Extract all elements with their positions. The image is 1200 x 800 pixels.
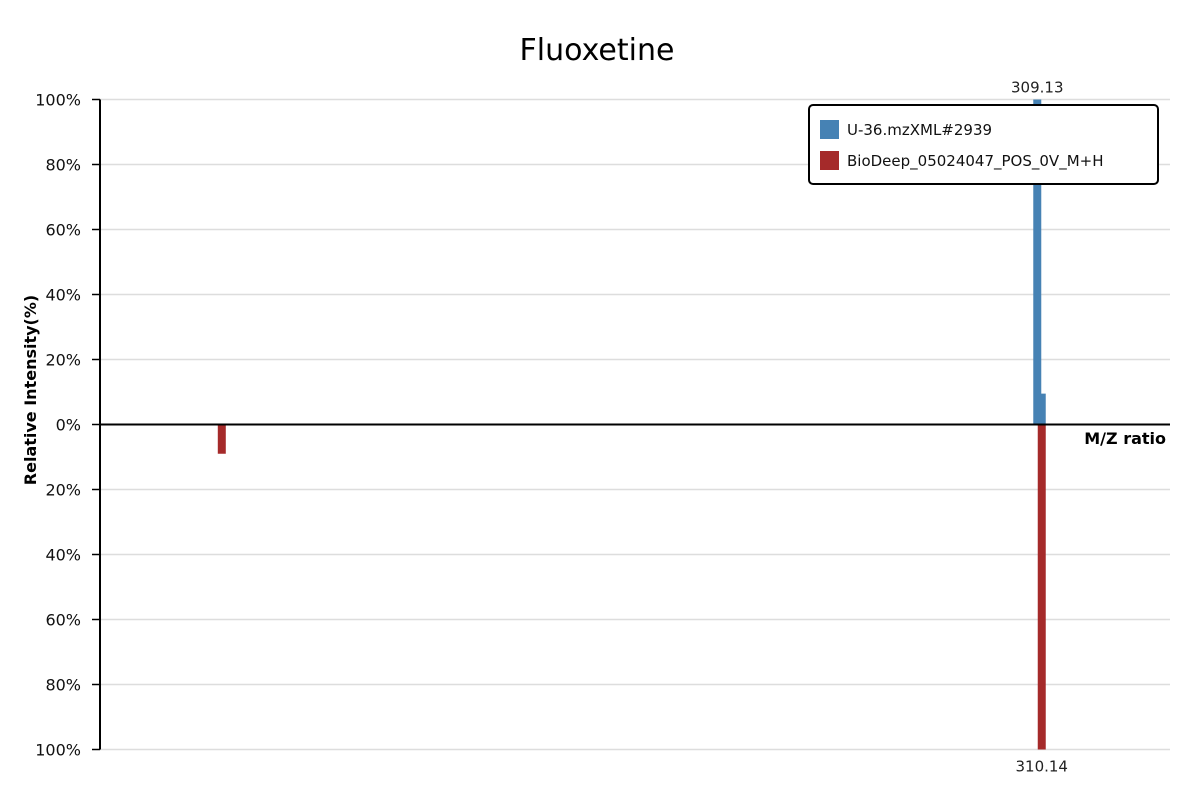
peak-bar — [1037, 424, 1046, 750]
peak-labels: 309.13 310.14 — [1011, 79, 1068, 776]
y-tick-label: 80% — [45, 676, 81, 695]
y-tick-label: 20% — [45, 481, 81, 500]
y-tick-label: 100% — [35, 741, 81, 760]
y-tick-label: 40% — [45, 286, 81, 305]
legend: U-36.mzXML#2939 BioDeep_05024047_POS_0V_M… — [808, 104, 1159, 185]
y-tick-label: 80% — [45, 156, 81, 175]
peak-bars — [217, 99, 1046, 750]
peak-bar — [1033, 99, 1042, 425]
peak-bar — [217, 424, 226, 454]
y-tick-label: 100% — [35, 91, 81, 110]
legend-entry: BioDeep_05024047_POS_0V_M+H — [847, 152, 1103, 171]
y-tick-labels: 100% 80% 60% 40% 20% 0% 20% 40% 60% 80% 100% — [35, 91, 100, 760]
y-axis-label: Relative Intensity(%) — [21, 295, 40, 485]
grid-lines — [100, 98, 1170, 751]
y-tick-label: 60% — [45, 221, 81, 240]
peak-label: 309.13 — [1011, 79, 1064, 97]
legend-entry: U-36.mzXML#2939 — [847, 121, 992, 139]
y-tick-label: 40% — [45, 546, 81, 565]
chart-title: Fluoxetine — [520, 33, 675, 68]
legend-swatch — [820, 151, 839, 170]
peak-label: 310.14 — [1015, 758, 1068, 776]
y-tick-label: 20% — [45, 351, 81, 370]
peak-bar — [1037, 393, 1046, 425]
y-tick-label: 60% — [45, 611, 81, 630]
axes — [99, 99, 1170, 750]
x-axis-label: M/Z ratio — [1084, 429, 1166, 448]
y-tick-label: 0% — [56, 416, 81, 435]
legend-swatch — [820, 120, 839, 139]
legend-box — [808, 104, 1159, 185]
